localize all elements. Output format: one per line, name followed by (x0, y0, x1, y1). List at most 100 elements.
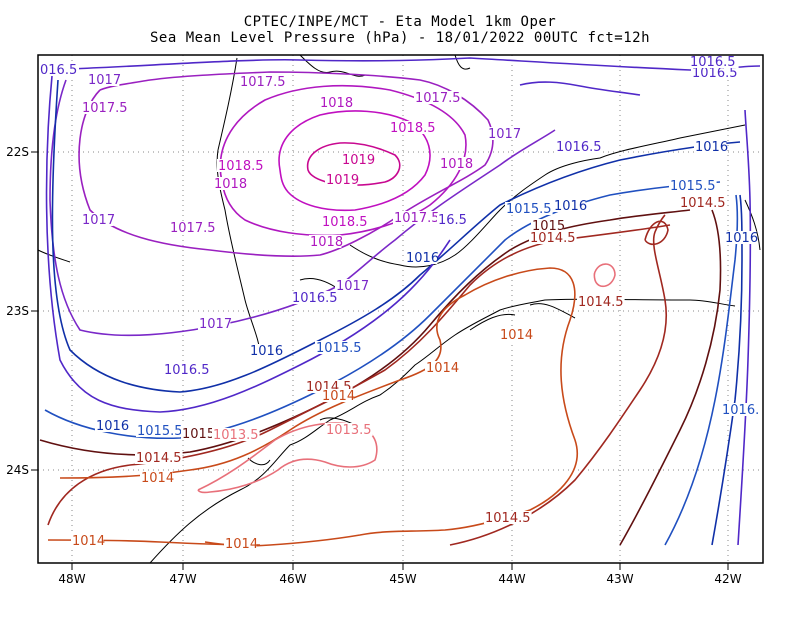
isobar-label: 1014 (426, 361, 459, 376)
isobar-label-bg (405, 251, 438, 264)
isobar-label: 1017 (88, 73, 121, 88)
x-tick-label: 42W (714, 572, 741, 586)
isobar-label-bg (437, 213, 470, 226)
map-frame (37, 54, 764, 564)
isobar-label-bg (39, 63, 79, 76)
isobar-label: 1014 (322, 389, 355, 404)
isobar-label-bg (325, 173, 358, 186)
isobar-1018 (219, 84, 467, 237)
isobar-label: 1019 (342, 153, 375, 168)
isobar-label: 1016 (250, 344, 283, 359)
x-tick-label: 45W (389, 572, 416, 586)
y-tick-label: 23S (6, 304, 29, 318)
isobar-label: 1014 (225, 537, 258, 552)
isobar-1014-5 (449, 214, 668, 546)
isobar-1015-5 (44, 181, 721, 440)
y-tick-label: 24S (6, 463, 29, 477)
isobar-label: 1017.5 (394, 211, 440, 226)
isobar-label: 016.5 (40, 63, 77, 78)
isobar-1018-5 (278, 110, 431, 212)
isobar-label-bg (249, 344, 282, 357)
isobar-label: 1018 (310, 235, 343, 250)
isobar-label: 1014 (72, 534, 105, 549)
isobar-label: 1018.5 (322, 215, 368, 230)
isobar-label: 1016.5 (556, 140, 602, 155)
x-tick-label: 47W (169, 572, 196, 586)
isobar-label-bg (217, 159, 265, 172)
isobar-label-bg (425, 361, 458, 374)
isobar-1017-5 (78, 71, 494, 257)
isobar-label: 16.5 (438, 213, 467, 228)
isobar-label: 1015 (532, 219, 565, 234)
x-tick-label: 46W (279, 572, 306, 586)
isobar-label-bg (198, 317, 231, 330)
isobar-label-bg (484, 511, 532, 524)
isobar-label: 1017 (82, 213, 115, 228)
isobar-1016-5 (45, 75, 451, 413)
isobar-label-bg (239, 75, 287, 88)
isobar-label-bg (694, 140, 727, 153)
isobar-label: 1014 (141, 471, 174, 486)
x-axis-ticks: 48W 47W 46W 45W 44W 43W 42W (58, 563, 742, 586)
x-tick-label: 43W (606, 572, 633, 586)
isobar-label-bg (487, 127, 520, 140)
isobar-label-bg (135, 451, 183, 464)
isobar-1015 (619, 209, 722, 546)
isobar-label-bg (87, 73, 120, 86)
isobar-label: 1013.5 (326, 423, 372, 438)
isobar-1013-5 (197, 422, 378, 494)
isobar-label-bg (321, 389, 354, 402)
isobar-label: 1014.5 (530, 231, 576, 246)
isobar-1016-5 (519, 81, 641, 96)
isobar-label: 1018 (214, 177, 247, 192)
isobar-label-bg (439, 157, 472, 170)
isobar-label: 1019 (326, 173, 359, 188)
isobar-1014-5 (644, 220, 669, 246)
isobar-label: 1017.5 (82, 101, 128, 116)
isobar-label: 1016.5 (690, 55, 736, 70)
isobar-label-bg (212, 428, 260, 441)
isobar-label: 1014 (500, 328, 533, 343)
isobar-1017 (49, 79, 556, 337)
isobar-label-bg (529, 231, 577, 244)
isobar-label-bg (724, 231, 757, 244)
x-tick-label: 44W (498, 572, 525, 586)
isobar-label-bg (553, 199, 586, 212)
isobar-label: 1018.5 (218, 159, 264, 174)
isobar-label-bg (136, 424, 184, 437)
isobar-label-bg (577, 295, 625, 308)
isobar-label-bg (291, 291, 339, 304)
isobar-1016 (51, 79, 741, 393)
isobar-label: 1015.5 (137, 424, 183, 439)
isobar-label: 1017 (336, 279, 369, 294)
isobar-label-bg (555, 140, 603, 153)
isobar-label: 1015 (182, 427, 215, 442)
isobar-label: 1016 (406, 251, 439, 266)
isobar-label-bg (140, 471, 173, 484)
isobar-label-bg (505, 202, 553, 215)
isobar-label: 1016.5 (692, 66, 738, 81)
isobar-label-bg (224, 537, 257, 550)
isobar-label: 1014.5 (680, 196, 726, 211)
isobar-label: 1015.5 (506, 202, 552, 217)
isobar-label-bg (81, 213, 114, 226)
isobar-label-bg (341, 153, 374, 166)
isobar-label-bg (389, 121, 437, 134)
isobar-1015-5 (664, 194, 739, 546)
isobar-label: 1016 (695, 140, 728, 155)
isobar-label-bg (691, 66, 739, 79)
isobar-1016-5 (39, 57, 761, 71)
isobar-label: 1018 (320, 96, 353, 111)
isobar-label-bg (309, 235, 342, 248)
isobar-label: 1017.5 (240, 75, 286, 90)
isobar-1015 (39, 209, 691, 456)
isobar-label-bg (721, 403, 761, 416)
isobar-label-bg (499, 328, 532, 341)
isobar-label: 1016.5 (292, 291, 338, 306)
isobar-label: 1014.5 (578, 295, 624, 310)
isobar-label-bg (163, 363, 211, 376)
isobar-label: 1015.5 (670, 179, 716, 194)
isobar-label: 1016 (725, 231, 758, 246)
y-axis-ticks: 22S 23S 24S (6, 145, 38, 477)
